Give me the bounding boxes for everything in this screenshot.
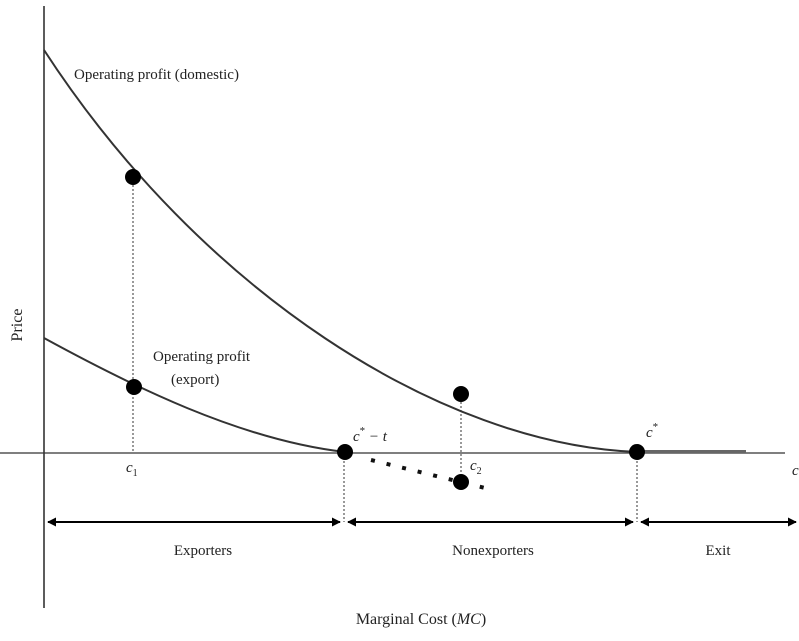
cstar-minus-t-label: c* − t (353, 425, 388, 445)
cstar-label-sup: * (653, 421, 659, 433)
cstar-label: c* (646, 421, 658, 441)
c2-label-sub: 2 (477, 466, 482, 477)
cstar-label-base: c (646, 425, 653, 441)
x-axis-label-italic: MC (456, 611, 481, 628)
export-curve-label-line2: (export) (171, 372, 219, 388)
x-axis-label-suffix: ) (481, 611, 486, 628)
x-axis-end-label: c (792, 463, 799, 479)
c2-label-base: c (470, 458, 477, 474)
c1-label-sub: 1 (133, 468, 138, 479)
domestic-profit-curve (43, 49, 639, 453)
x-axis-label-prefix: Marginal Cost ( (356, 611, 457, 628)
cstar-t-label-sup: * (360, 425, 366, 437)
cstar-t-label-rest: − t (365, 429, 388, 445)
point-domestic-c2 (453, 386, 469, 402)
cstar-t-label-base: c (353, 429, 360, 445)
c1-label-base: c (126, 460, 133, 476)
point-export-c1 (126, 379, 142, 395)
export-curve-label-line1: Operating profit (153, 349, 251, 365)
region-label-exporters: Exporters (174, 543, 232, 559)
point-cstar-minus-t (337, 444, 353, 460)
c2-label: c2 (470, 458, 482, 477)
point-c2-below (453, 474, 469, 490)
region-label-nonexporters: Nonexporters (452, 543, 534, 559)
domestic-curve-label: Operating profit (domestic) (74, 67, 239, 83)
y-axis-label: Price (9, 309, 26, 342)
export-profit-curve (43, 337, 346, 453)
region-label-exit: Exit (706, 543, 732, 559)
point-domestic-c1 (125, 169, 141, 185)
x-axis-label: Marginal Cost (MC) (356, 611, 486, 628)
point-cstar (629, 444, 645, 460)
c1-label: c1 (126, 460, 138, 479)
